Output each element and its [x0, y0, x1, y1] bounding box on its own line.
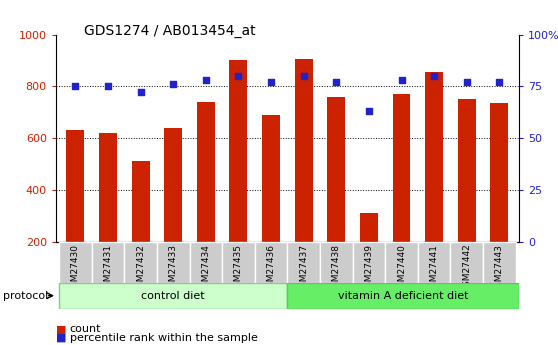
Point	[234, 73, 243, 79]
Point	[462, 79, 471, 85]
Bar	[132, 161, 150, 242]
Text: GSM27431: GSM27431	[103, 244, 113, 293]
FancyBboxPatch shape	[385, 241, 418, 285]
FancyBboxPatch shape	[92, 241, 124, 285]
Text: protocol: protocol	[3, 291, 48, 300]
Text: GSM27442: GSM27442	[462, 244, 472, 293]
Text: GSM27441: GSM27441	[430, 244, 439, 293]
Text: GSM27434: GSM27434	[201, 244, 210, 293]
FancyBboxPatch shape	[287, 283, 519, 309]
Text: control diet: control diet	[141, 291, 205, 301]
FancyBboxPatch shape	[418, 241, 450, 285]
Bar	[99, 133, 117, 242]
Text: GSM27439: GSM27439	[364, 244, 373, 293]
Point	[495, 79, 504, 85]
Text: GSM27443: GSM27443	[495, 244, 504, 293]
Bar	[262, 115, 280, 242]
FancyBboxPatch shape	[190, 241, 222, 285]
Text: GSM27430: GSM27430	[71, 244, 80, 293]
Bar	[393, 94, 411, 241]
Text: GSM27433: GSM27433	[169, 244, 177, 293]
Point	[201, 77, 210, 83]
FancyBboxPatch shape	[287, 241, 320, 285]
FancyBboxPatch shape	[124, 241, 157, 285]
Bar	[66, 130, 84, 242]
FancyBboxPatch shape	[222, 241, 255, 285]
FancyBboxPatch shape	[353, 241, 385, 285]
Point	[267, 79, 276, 85]
Bar	[295, 59, 312, 241]
Text: count: count	[70, 325, 101, 334]
Bar	[458, 99, 476, 242]
Bar	[164, 128, 182, 241]
FancyBboxPatch shape	[320, 241, 353, 285]
Bar	[360, 213, 378, 242]
Text: GSM27437: GSM27437	[299, 244, 308, 293]
FancyBboxPatch shape	[255, 241, 287, 285]
Point	[299, 73, 308, 79]
Point	[332, 79, 341, 85]
FancyBboxPatch shape	[59, 283, 287, 309]
Text: GDS1274 / AB013454_at: GDS1274 / AB013454_at	[84, 24, 256, 38]
Point	[430, 73, 439, 79]
Text: GSM27436: GSM27436	[267, 244, 276, 293]
Text: ■: ■	[56, 333, 66, 343]
Text: percentile rank within the sample: percentile rank within the sample	[70, 333, 258, 343]
FancyBboxPatch shape	[450, 241, 483, 285]
Bar	[328, 97, 345, 242]
Point	[136, 90, 145, 95]
Point	[104, 83, 113, 89]
Point	[364, 108, 373, 114]
FancyBboxPatch shape	[157, 241, 190, 285]
Text: vitamin A deficient diet: vitamin A deficient diet	[338, 291, 468, 301]
Bar	[425, 72, 443, 242]
Text: ■: ■	[56, 325, 66, 334]
Text: GSM27438: GSM27438	[332, 244, 341, 293]
FancyBboxPatch shape	[483, 241, 516, 285]
Point	[397, 77, 406, 83]
FancyBboxPatch shape	[59, 241, 92, 285]
Text: GSM27435: GSM27435	[234, 244, 243, 293]
Text: GSM27440: GSM27440	[397, 244, 406, 293]
Bar	[197, 102, 215, 242]
Text: GSM27432: GSM27432	[136, 244, 145, 293]
Bar	[229, 60, 247, 241]
Bar	[490, 103, 508, 242]
Point	[169, 81, 177, 87]
Point	[71, 83, 80, 89]
